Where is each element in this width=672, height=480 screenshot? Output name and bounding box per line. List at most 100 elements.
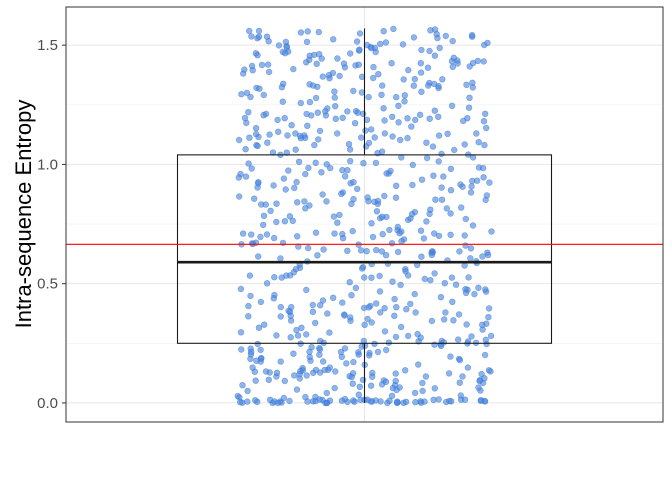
data-point [352,284,360,292]
data-point [390,25,397,33]
data-point [291,372,298,379]
data-point [349,227,356,235]
data-point [282,186,289,193]
data-point [246,134,253,141]
data-point [409,161,416,169]
data-point [255,253,262,260]
data-point [377,309,384,316]
data-point [365,139,373,147]
data-point [239,230,247,237]
data-point [481,375,488,382]
data-point [242,173,250,180]
data-point [347,314,354,321]
data-point [455,336,462,343]
y-axis: 0.0 0.5 1.0 1.5 [37,37,66,412]
data-point [461,396,469,403]
data-point [264,61,272,68]
data-point [385,339,393,346]
data-point [361,342,369,349]
data-point [482,336,489,343]
data-point [332,368,339,375]
data-point [394,398,401,405]
data-point [237,329,245,336]
data-point [260,221,267,229]
data-point [357,247,365,254]
data-point [304,28,311,35]
data-point [316,369,324,376]
data-point [371,134,378,141]
data-point [262,201,269,208]
data-point [265,376,272,383]
data-point [394,248,402,256]
data-point [297,29,305,36]
data-point [407,300,414,308]
data-point [358,134,365,141]
data-point [297,368,304,375]
data-point [270,182,277,189]
data-point [348,292,355,299]
data-point [336,211,343,219]
data-point [265,68,273,76]
data-point [432,196,439,203]
data-point [469,59,477,67]
data-point [295,243,302,250]
data-point [245,302,252,310]
data-point [290,350,297,357]
data-point [372,159,380,167]
data-point [295,158,303,166]
data-point [423,154,431,162]
data-point [338,353,345,360]
data-point [392,333,400,341]
data-point [257,298,265,306]
data-point [303,372,310,379]
data-point [354,185,361,193]
data-point [347,157,354,165]
data-point [273,218,280,226]
data-point [315,28,322,36]
data-point [255,180,262,187]
data-point [350,179,357,186]
data-point [235,174,243,181]
data-point [435,158,442,165]
data-point [381,192,388,200]
data-point [291,184,298,192]
data-point [373,246,380,254]
data-point [314,252,321,259]
data-point [410,34,418,41]
data-point [429,143,437,150]
data-point [452,281,460,288]
data-point [435,113,442,121]
data-point [318,169,325,176]
data-point [460,117,467,125]
data-point [281,377,288,385]
data-point [431,107,438,114]
data-point [427,277,434,284]
data-point [367,382,375,389]
data-point [244,398,251,405]
data-point [280,175,288,182]
data-point [456,248,463,255]
data-point [445,370,453,377]
data-point [431,52,439,59]
data-point [331,384,338,392]
data-point [412,309,419,316]
data-point [281,218,289,225]
data-point [488,228,495,235]
data-point [450,317,457,324]
data-point [367,398,375,405]
y-axis-title: Intra-sequence Entropy [11,100,36,329]
data-point [418,176,426,183]
data-point [475,284,482,291]
data-point [317,302,324,309]
data-point [393,182,400,190]
data-point [309,82,317,89]
data-point [373,208,381,215]
data-point [420,235,428,242]
data-point [428,317,436,325]
data-point [417,59,424,67]
data-point [364,315,371,323]
data-point [344,167,351,174]
data-point [424,64,432,71]
data-point [434,34,441,42]
